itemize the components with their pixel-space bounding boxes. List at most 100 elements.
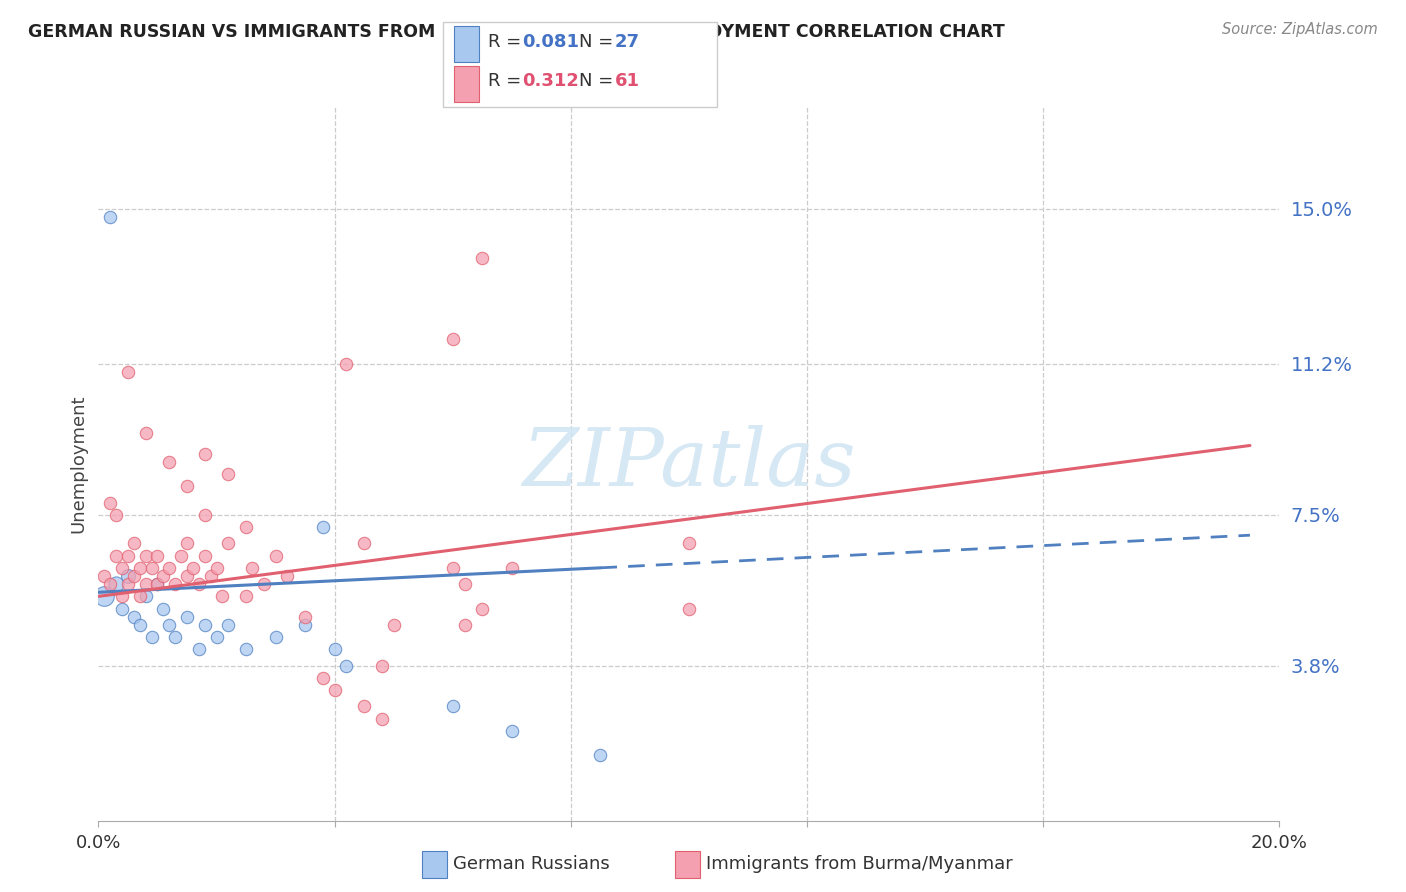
Point: [98, 210, 121, 224]
Text: Immigrants from Burma/Myanmar: Immigrants from Burma/Myanmar: [706, 855, 1012, 873]
Point: [176, 536, 198, 550]
Point: [217, 536, 239, 550]
Point: [235, 520, 257, 534]
Point: [353, 699, 375, 714]
Point: [235, 590, 257, 604]
Point: [117, 365, 139, 379]
Text: 0.081: 0.081: [522, 33, 579, 51]
Point: [128, 590, 150, 604]
Point: [264, 549, 287, 563]
Point: [135, 426, 157, 441]
Point: [217, 618, 239, 632]
Point: [235, 642, 257, 657]
Text: Source: ZipAtlas.com: Source: ZipAtlas.com: [1222, 22, 1378, 37]
Point: [335, 658, 357, 673]
Text: 61: 61: [614, 72, 640, 90]
Point: [122, 569, 145, 583]
Point: [312, 671, 335, 685]
Point: [146, 577, 169, 591]
Point: [152, 601, 174, 615]
Point: [382, 618, 405, 632]
Point: [187, 577, 209, 591]
Point: [371, 712, 394, 726]
Point: [176, 479, 198, 493]
Point: [589, 748, 612, 763]
Point: [678, 601, 700, 615]
Point: [194, 549, 217, 563]
Point: [105, 577, 128, 591]
Point: [146, 577, 169, 591]
Text: ZIPatlas: ZIPatlas: [522, 425, 856, 502]
Point: [294, 609, 316, 624]
Point: [141, 630, 163, 644]
Text: 0.312: 0.312: [522, 72, 578, 90]
Point: [117, 577, 139, 591]
Text: German Russians: German Russians: [453, 855, 609, 873]
Point: [176, 569, 198, 583]
Point: [441, 333, 464, 347]
Point: [453, 618, 475, 632]
Point: [205, 630, 228, 644]
Point: [276, 569, 298, 583]
Point: [170, 549, 193, 563]
Point: [176, 609, 198, 624]
Point: [111, 590, 134, 604]
Point: [678, 536, 700, 550]
Point: [501, 723, 523, 738]
Point: [200, 569, 222, 583]
Point: [165, 577, 187, 591]
Point: [146, 549, 169, 563]
Point: [501, 561, 523, 575]
Point: [240, 561, 263, 575]
Point: [157, 618, 180, 632]
Point: [98, 577, 121, 591]
Point: [135, 549, 157, 563]
Point: [128, 561, 150, 575]
Point: [165, 630, 187, 644]
Point: [323, 683, 346, 698]
Point: [441, 699, 464, 714]
Text: 27: 27: [614, 33, 640, 51]
Point: [323, 642, 346, 657]
Point: [217, 467, 239, 481]
Text: GERMAN RUSSIAN VS IMMIGRANTS FROM BURMA/MYANMAR UNEMPLOYMENT CORRELATION CHART: GERMAN RUSSIAN VS IMMIGRANTS FROM BURMA/…: [28, 22, 1005, 40]
Point: [122, 536, 145, 550]
Point: [253, 577, 276, 591]
Point: [141, 561, 163, 575]
Text: R =: R =: [488, 72, 527, 90]
Point: [441, 561, 464, 575]
Point: [353, 536, 375, 550]
Point: [122, 609, 145, 624]
Point: [371, 658, 394, 673]
Point: [194, 508, 217, 522]
Point: [111, 601, 134, 615]
Point: [294, 618, 316, 632]
Text: 20.0%: 20.0%: [1251, 834, 1308, 852]
Point: [152, 569, 174, 583]
Point: [117, 569, 139, 583]
Point: [205, 561, 228, 575]
Text: 0.0%: 0.0%: [76, 834, 121, 852]
Point: [181, 561, 204, 575]
Point: [105, 549, 128, 563]
Point: [117, 549, 139, 563]
Point: [264, 630, 287, 644]
Point: [471, 601, 494, 615]
Point: [157, 455, 180, 469]
Point: [135, 577, 157, 591]
Y-axis label: Unemployment: Unemployment: [69, 394, 87, 533]
Point: [471, 251, 494, 265]
Text: N =: N =: [579, 33, 619, 51]
Text: R =: R =: [488, 33, 527, 51]
Point: [128, 618, 150, 632]
Point: [111, 561, 134, 575]
Point: [93, 569, 115, 583]
Text: N =: N =: [579, 72, 619, 90]
Point: [98, 495, 121, 509]
Point: [135, 590, 157, 604]
Point: [211, 590, 233, 604]
Point: [335, 357, 357, 371]
Point: [312, 520, 335, 534]
Point: [105, 508, 128, 522]
Point: [194, 447, 217, 461]
